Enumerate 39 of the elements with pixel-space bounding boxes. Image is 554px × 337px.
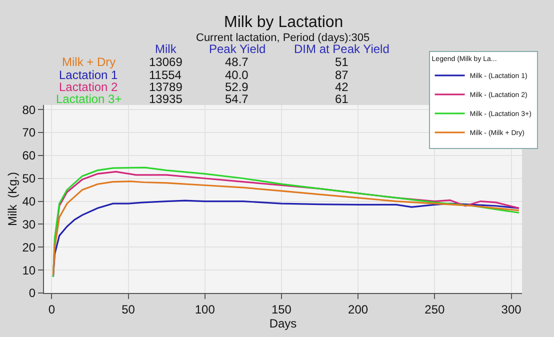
- chart-title: Milk by Lactation: [224, 14, 344, 31]
- y-tick-label: 20: [22, 240, 36, 254]
- text: Lactation 2: [59, 80, 118, 94]
- y-tick-label: 70: [22, 126, 36, 140]
- text: Lactation 1: [59, 68, 118, 82]
- y-tick-label: 10: [22, 263, 36, 278]
- annotation: 13935: [149, 92, 183, 106]
- y-tick-label: 50: [22, 172, 36, 186]
- x-tick-label: 200: [348, 302, 368, 316]
- text: 52.9: [225, 80, 249, 94]
- annotation: 61: [335, 92, 349, 106]
- text: 48.7: [225, 55, 249, 69]
- y-axis-title: Milk (Kg.): [6, 172, 20, 226]
- x-tick-label: 50: [122, 302, 136, 316]
- y-tick-label: 80: [22, 102, 36, 117]
- annotation: Lactation 3+: [56, 92, 122, 106]
- text: 87: [335, 68, 349, 82]
- text: Milk: [155, 42, 178, 56]
- x-tick-label: 0: [48, 302, 56, 316]
- text: Peak Yield: [209, 42, 266, 56]
- text: 51: [335, 55, 349, 69]
- x-tick-label: 250: [424, 302, 445, 316]
- y-tick-label: 0: [28, 286, 36, 300]
- y-tick-label: 40: [22, 194, 36, 208]
- x-axis-title: Days: [269, 316, 297, 330]
- text: Milk + Dry: [62, 55, 116, 69]
- y-tick-label: 60: [22, 148, 36, 163]
- text: 11554: [149, 68, 182, 82]
- text: 13789: [149, 80, 183, 94]
- chart-subtitle: Current lactation, Period (days):305: [196, 32, 370, 44]
- annotation: 54.7: [225, 92, 249, 106]
- text: DIM at Peak Yield: [294, 42, 390, 56]
- text: 40.0: [225, 68, 249, 82]
- x-tick-label: 100: [194, 302, 216, 316]
- y-tick-label: 30: [22, 217, 36, 232]
- x-tick-label: 150: [271, 302, 292, 316]
- x-tick-label: 300: [501, 302, 522, 316]
- text: 13069: [149, 55, 183, 69]
- text: 42: [335, 80, 349, 94]
